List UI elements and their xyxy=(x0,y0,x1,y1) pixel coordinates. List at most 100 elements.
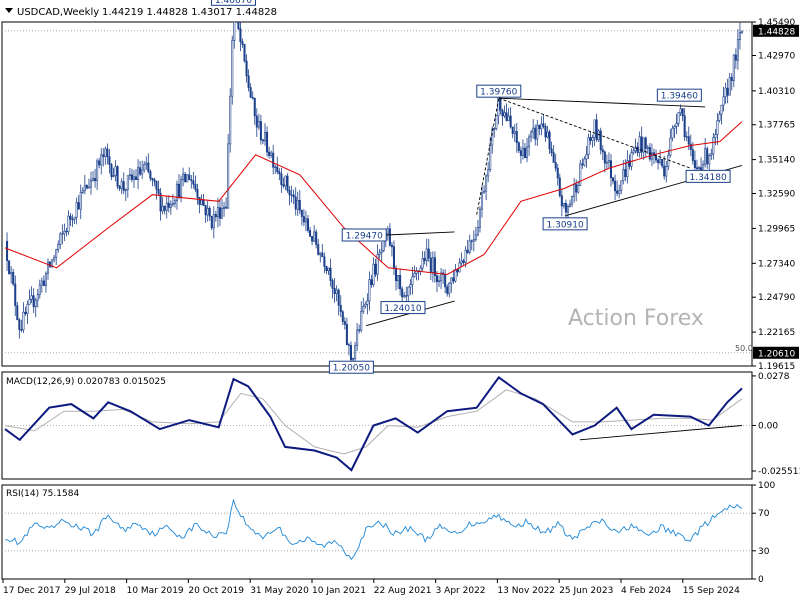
annotation-box xyxy=(476,84,522,98)
candle-body xyxy=(618,190,621,194)
candle-body xyxy=(560,195,563,207)
candle-body xyxy=(573,184,576,197)
candle-body xyxy=(315,231,318,245)
rsi-panel-border xyxy=(1,484,753,580)
candle-body xyxy=(159,192,162,212)
candle-body xyxy=(515,131,518,143)
candle-body xyxy=(157,188,160,194)
rsi-title: RSI(14) 75.1584 xyxy=(6,489,79,499)
candle-body xyxy=(14,283,17,306)
candle-body xyxy=(685,136,688,138)
candle-body xyxy=(661,159,664,167)
candle-body xyxy=(616,190,619,194)
candle-body xyxy=(274,166,277,168)
candle-body xyxy=(12,271,15,285)
candle-body xyxy=(214,214,217,218)
candle-body xyxy=(180,179,183,197)
candle-body xyxy=(306,218,310,231)
candle-body xyxy=(493,128,496,130)
candle-body xyxy=(16,305,19,321)
macd-axis-label: -0.025511 xyxy=(758,467,800,477)
candle-body xyxy=(663,165,666,177)
candle-body xyxy=(425,248,428,262)
candle-body xyxy=(530,131,533,138)
date-axis-label: 15 Sep 2024 xyxy=(683,586,740,596)
candle-body xyxy=(184,173,187,183)
candle-body xyxy=(509,115,512,128)
candle-body xyxy=(399,275,402,290)
candle-body xyxy=(720,104,723,115)
candle-body xyxy=(196,189,199,198)
date-axis-label: 29 Jul 2018 xyxy=(65,586,116,596)
candle-body xyxy=(55,249,58,258)
candle-body xyxy=(347,344,350,346)
candle-body xyxy=(186,174,189,183)
candle-body xyxy=(677,112,680,124)
candle-body xyxy=(362,306,365,312)
candle-body xyxy=(327,267,330,271)
rsi-axis-label: 0 xyxy=(758,575,764,585)
candle-body xyxy=(474,234,477,240)
candle-body xyxy=(343,321,346,325)
candle-body xyxy=(591,137,594,141)
annotation-label: 1.34180 xyxy=(689,173,726,183)
annotation-label: 1.29470 xyxy=(346,231,383,241)
candle-body xyxy=(697,167,701,169)
candle-body xyxy=(77,202,80,210)
candle-body xyxy=(227,143,230,209)
candle-body xyxy=(40,280,43,286)
price-axis-label: 1.29965 xyxy=(758,224,795,234)
candle-body xyxy=(671,127,674,139)
symbol-dropdown-icon[interactable] xyxy=(5,8,13,13)
candle-body xyxy=(542,123,545,127)
rsi-axis-label: 100 xyxy=(758,481,775,491)
annotation-label: 1.20050 xyxy=(333,364,370,374)
candle-body xyxy=(427,248,430,259)
candle-body xyxy=(356,329,359,346)
candle-body xyxy=(659,159,662,163)
candle-body xyxy=(108,156,111,165)
candle-body xyxy=(114,166,117,176)
candle-body xyxy=(644,137,647,149)
candle-body xyxy=(577,185,580,193)
candle-body xyxy=(300,209,303,217)
candle-body xyxy=(544,126,547,138)
candle-body xyxy=(571,195,574,205)
candle-body xyxy=(460,260,463,264)
candle-body xyxy=(521,147,524,156)
annotation-box xyxy=(341,228,387,242)
candle-body xyxy=(249,87,252,98)
candle-body xyxy=(257,121,260,128)
candle-body xyxy=(620,180,623,191)
candle-body xyxy=(192,180,195,185)
macd-axis-label: 0.0278 xyxy=(758,372,790,382)
candle-body xyxy=(65,230,68,233)
candle-body xyxy=(587,137,590,155)
candle-body xyxy=(487,169,490,177)
candle-body xyxy=(85,185,88,189)
candle-body xyxy=(30,295,33,300)
candle-body xyxy=(67,215,70,233)
annotation-label: 1.39460 xyxy=(661,92,698,102)
candle-body xyxy=(667,154,670,167)
candle-body xyxy=(89,179,92,188)
candle-body xyxy=(390,244,393,248)
candle-body xyxy=(225,206,228,209)
annotation-box xyxy=(328,360,374,374)
candle-body xyxy=(282,184,285,187)
candle-body xyxy=(323,256,326,267)
moving-average-line xyxy=(4,121,743,276)
candle-body xyxy=(261,139,264,142)
candle-body xyxy=(603,151,606,164)
candle-body xyxy=(286,175,289,191)
candle-body xyxy=(38,284,41,295)
candle-body xyxy=(104,148,107,157)
candle-body xyxy=(429,257,432,273)
candle-body xyxy=(532,127,535,133)
date-axis-label: 25 Jun 2023 xyxy=(559,586,613,596)
candle-body xyxy=(223,206,226,209)
last-price-tag xyxy=(753,24,799,37)
candle-body xyxy=(632,150,635,154)
candle-body xyxy=(554,162,557,169)
price-annotation: 1.46670 xyxy=(210,0,256,6)
